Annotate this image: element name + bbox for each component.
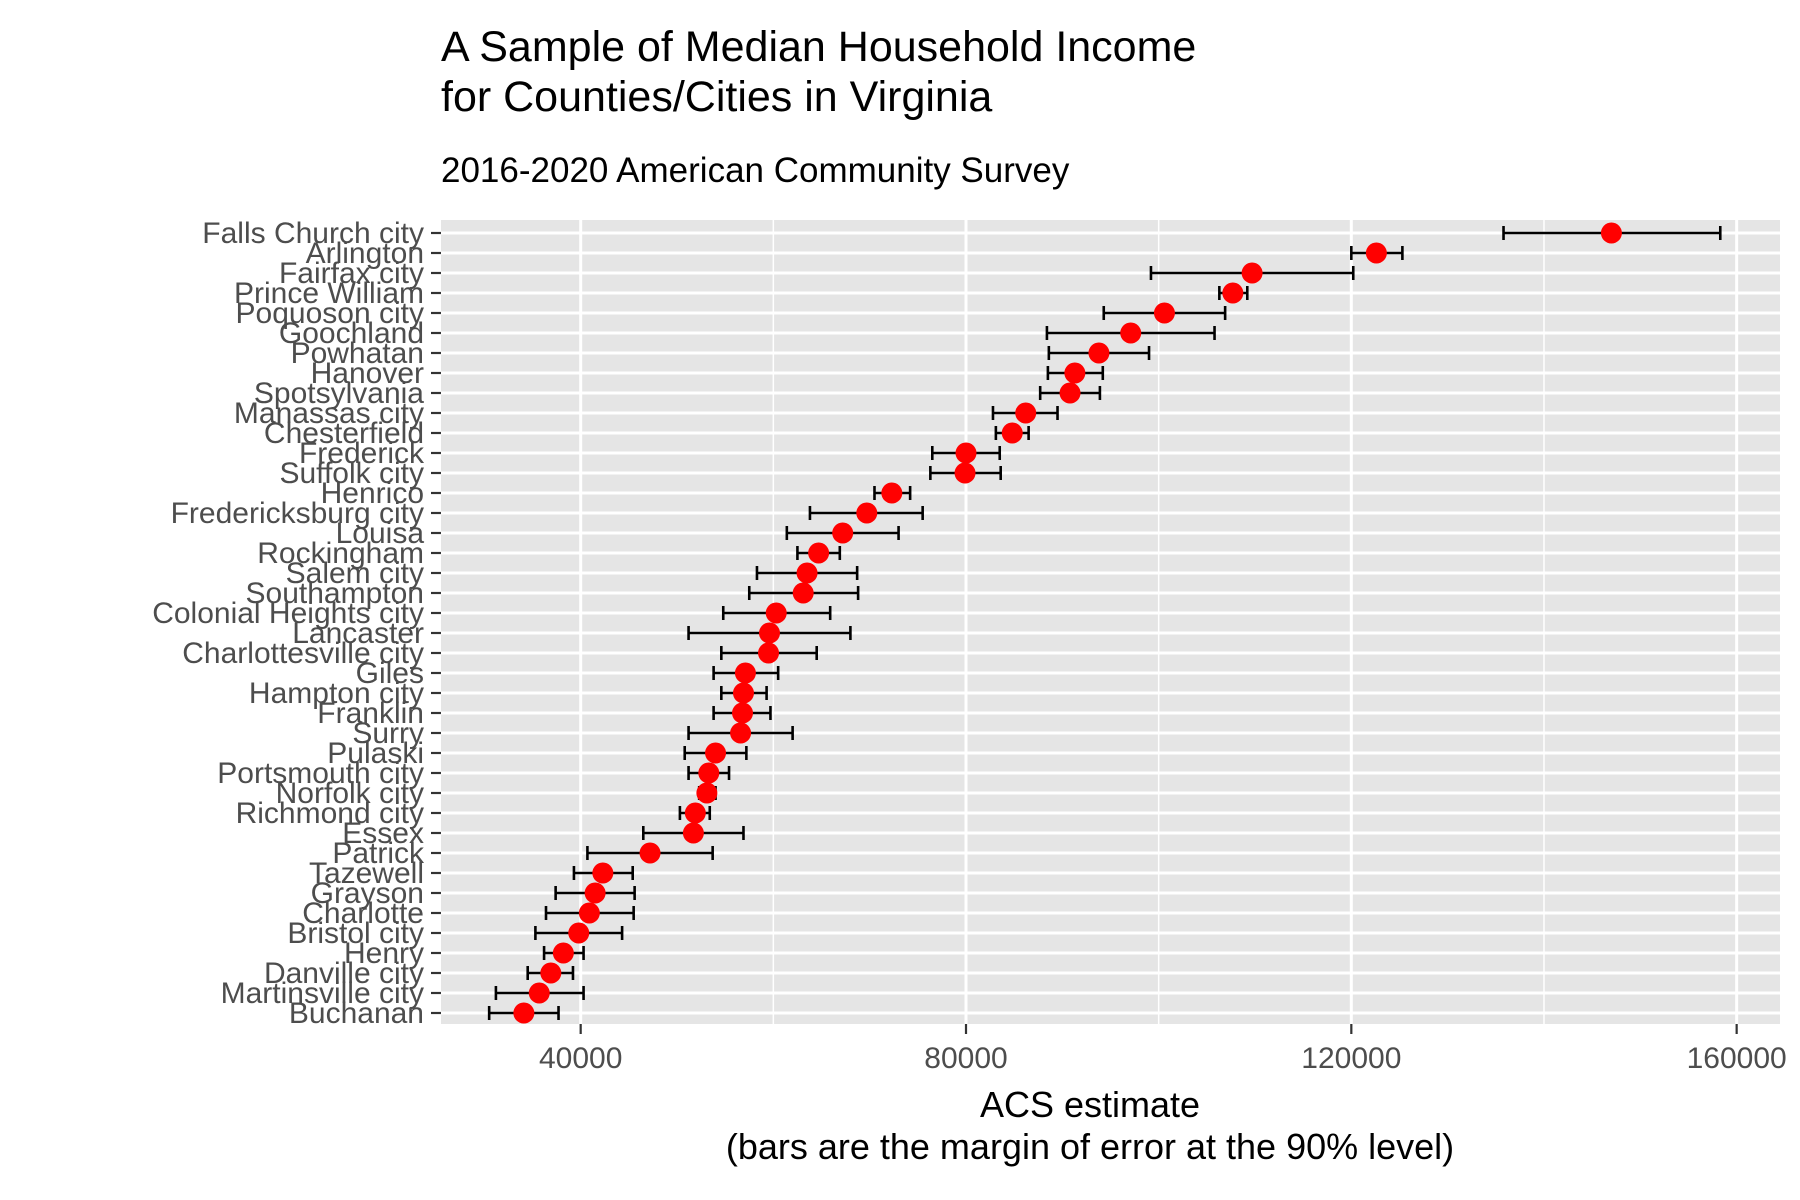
y-axis-label: Tazewell [309, 857, 424, 890]
data-point [856, 502, 878, 524]
y-axis-label: Louisa [336, 517, 425, 550]
chart-title-line-2: for Counties/Cities in Virginia [441, 73, 993, 121]
y-axis-label: Chesterfield [264, 417, 424, 450]
y-axis-label: Hampton city [249, 677, 424, 710]
major-gridlines [441, 220, 1780, 1024]
x-axis-tick-label: 160000 [1687, 1042, 1787, 1075]
y-axis-label: Danville city [264, 957, 424, 990]
data-point [1153, 302, 1175, 324]
data-point [584, 882, 606, 904]
y-axis-label: Powhatan [291, 337, 424, 370]
data-point [1015, 402, 1037, 424]
data-point [1059, 382, 1081, 404]
data-point [1001, 422, 1023, 444]
data-point [792, 582, 814, 604]
data-point [1241, 262, 1263, 284]
y-axis-label: Charlotte [302, 897, 424, 930]
data-point [730, 722, 752, 744]
y-axis-label: Martinsville city [221, 977, 424, 1010]
data-point [732, 682, 754, 704]
data-point [1600, 222, 1622, 244]
data-point [808, 542, 830, 564]
y-axis-label: Hanover [311, 357, 424, 390]
y-axis-label: Norfolk city [276, 777, 424, 810]
x-axis-tick-label: 120000 [1301, 1042, 1401, 1075]
x-axis-tick-label: 40000 [539, 1042, 622, 1075]
y-axis-label: Spotsylvania [254, 377, 424, 410]
data-point [528, 982, 550, 1004]
data-point [682, 822, 704, 844]
data-point [552, 942, 574, 964]
data-point [955, 442, 977, 464]
data-point [1120, 322, 1142, 344]
data-point [568, 922, 590, 944]
data-point [513, 1002, 535, 1024]
data-point [796, 562, 818, 584]
x-axis-tick-label: 80000 [924, 1042, 1007, 1075]
data-point [639, 842, 661, 864]
y-axis-label: Giles [356, 657, 424, 690]
data-point [734, 662, 756, 684]
y-axis-label: Salem city [286, 557, 424, 590]
data-point [758, 642, 780, 664]
y-axis-label: Fairfax city [279, 257, 424, 290]
y-axis-label: Arlington [306, 237, 424, 270]
y-axis-label: Southampton [246, 577, 424, 610]
plot-panel [441, 220, 1780, 1024]
data-point [954, 462, 976, 484]
chart-subtitle: 2016-2020 American Community Survey [441, 151, 1070, 190]
x-axis-title-line-1: ACS estimate [979, 1084, 1201, 1125]
y-axis-label: Colonial Heights city [152, 597, 424, 630]
y-axis-label: Essex [342, 817, 424, 850]
data-point [540, 962, 562, 984]
y-axis-label: Henry [344, 937, 424, 970]
data-point [832, 522, 854, 544]
y-axis-label: Lancaster [292, 617, 424, 650]
data-point [684, 802, 706, 824]
y-axis-label: Surry [352, 717, 424, 750]
data-point [758, 622, 780, 644]
data-point [696, 782, 718, 804]
y-axis-label: Fredericksburg city [171, 497, 424, 530]
data-point [732, 702, 754, 724]
data-point [1222, 282, 1244, 304]
data-point [705, 742, 727, 764]
data-point [881, 482, 903, 504]
data-point [1088, 342, 1110, 364]
y-axis-label: Goochland [279, 317, 424, 350]
data-point [1064, 362, 1086, 384]
y-axis-label: Pulaski [327, 737, 424, 770]
y-axis-label: Buchanan [289, 997, 424, 1030]
y-axis-label: Manassas city [234, 397, 424, 430]
y-axis-label: Grayson [311, 877, 424, 910]
x-axis-title-line-2: (bars are the margin of error at the 90%… [725, 1126, 1455, 1167]
y-axis-label: Charlottesville city [182, 637, 424, 670]
data-point [698, 762, 720, 784]
data-points [513, 222, 1622, 1024]
y-axis-label: Falls Church city [202, 217, 424, 250]
y-axis-label: Suffolk city [279, 457, 424, 490]
x-axis: 40000 80000 120000 160000 [539, 1024, 1787, 1075]
chart-title: A Sample of Median Household Income for … [441, 22, 1196, 122]
y-axis-label: Poquoson city [236, 297, 424, 330]
y-axis-label: Patrick [332, 837, 425, 870]
y-axis-label: Rockingham [257, 537, 424, 570]
chart-title-line-1: A Sample of Median Household Income [441, 23, 1197, 71]
y-axis-label: Richmond city [236, 797, 424, 830]
y-axis-label: Portsmouth city [217, 757, 424, 790]
y-axis-label: Bristol city [287, 917, 424, 950]
data-point [765, 602, 787, 624]
y-axis-label: Henrico [321, 477, 424, 510]
y-axis-label: Prince William [234, 277, 424, 310]
data-point [1365, 242, 1387, 264]
x-axis-title: ACS estimate (bars are the margin of err… [590, 1084, 1590, 1168]
data-point [578, 902, 600, 924]
data-point [592, 862, 614, 884]
y-axis-label: Frederick [299, 437, 425, 470]
y-axis-label: Franklin [317, 697, 424, 730]
